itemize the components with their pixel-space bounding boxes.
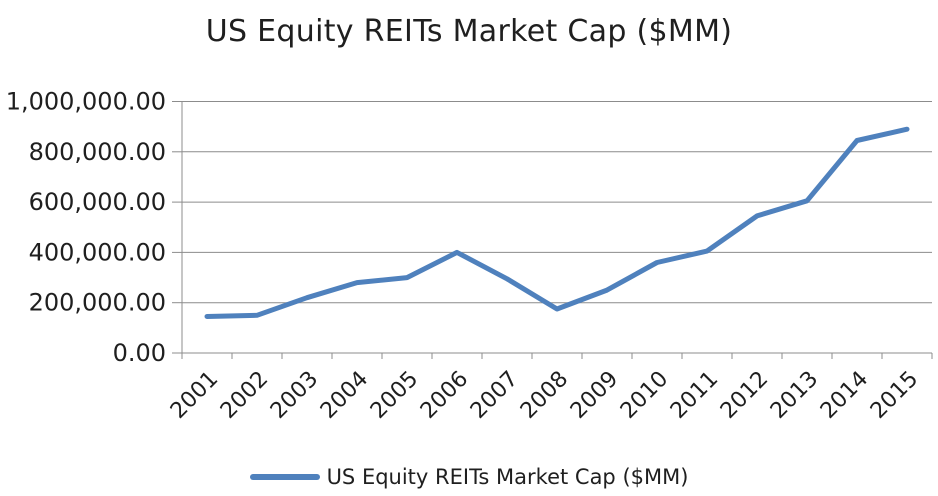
x-axis-label: 2012: [716, 367, 773, 424]
chart-title: US Equity REITs Market Cap ($MM): [205, 14, 733, 49]
x-axis-label: 2010: [616, 367, 673, 424]
legend-label: US Equity REITs Market Cap ($MM): [326, 465, 689, 489]
x-axis-label: 2006: [416, 367, 473, 424]
x-axis-label: 2014: [816, 367, 873, 424]
y-axis-label: 200,000.00: [29, 289, 166, 317]
y-axis-label: 600,000.00: [29, 188, 166, 216]
x-axis-label: 2004: [316, 367, 373, 424]
x-axis-label: 2011: [666, 367, 723, 424]
x-axis-label: 2003: [266, 367, 323, 424]
y-axis-label: 1,000,000.00: [6, 88, 166, 116]
x-axis-label: 2007: [466, 367, 523, 424]
x-axis-label: 2008: [516, 367, 573, 424]
y-axis-label: 0.00: [113, 339, 166, 367]
legend: US Equity REITs Market Cap ($MM): [0, 463, 938, 491]
legend-line-swatch: [249, 474, 320, 480]
x-axis-label: 2009: [566, 367, 623, 424]
y-axis-label: 400,000.00: [29, 238, 166, 266]
x-axis-label: 2002: [216, 367, 273, 424]
x-axis-label: 2001: [166, 367, 223, 424]
y-axis-label: 800,000.00: [29, 138, 166, 166]
x-axis-label: 2015: [866, 367, 923, 424]
x-axis-label: 2005: [366, 367, 423, 424]
x-axis-label: 2013: [766, 367, 823, 424]
series-line: [204, 126, 910, 319]
